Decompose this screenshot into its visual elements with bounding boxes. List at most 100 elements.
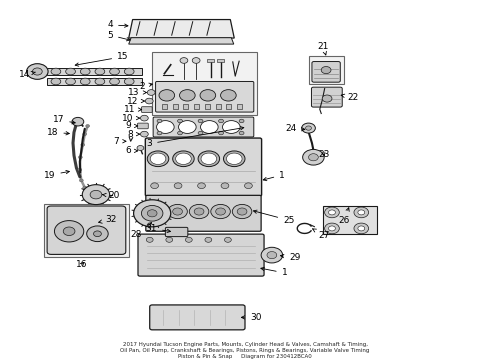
Circle shape bbox=[78, 156, 82, 159]
FancyBboxPatch shape bbox=[146, 138, 262, 196]
Text: 21: 21 bbox=[318, 42, 329, 55]
Text: 3: 3 bbox=[147, 127, 244, 148]
Circle shape bbox=[261, 247, 283, 263]
Circle shape bbox=[221, 183, 229, 189]
Circle shape bbox=[179, 90, 195, 101]
Text: 26: 26 bbox=[339, 208, 350, 225]
Text: 25: 25 bbox=[253, 210, 294, 225]
Circle shape bbox=[157, 121, 174, 134]
FancyBboxPatch shape bbox=[142, 107, 152, 112]
Circle shape bbox=[157, 131, 162, 135]
Text: 4: 4 bbox=[107, 21, 128, 30]
Circle shape bbox=[197, 183, 205, 189]
Bar bbox=[152, 52, 257, 114]
Text: 22: 22 bbox=[341, 93, 359, 102]
FancyBboxPatch shape bbox=[165, 228, 188, 237]
Circle shape bbox=[198, 151, 220, 167]
FancyBboxPatch shape bbox=[156, 81, 254, 112]
Circle shape bbox=[26, 64, 48, 79]
Text: 2: 2 bbox=[139, 82, 152, 91]
Circle shape bbox=[90, 190, 102, 199]
Circle shape bbox=[192, 58, 200, 63]
Bar bbox=[47, 68, 143, 75]
Circle shape bbox=[82, 185, 110, 204]
Text: 10: 10 bbox=[122, 114, 140, 123]
Circle shape bbox=[83, 133, 87, 136]
Circle shape bbox=[220, 90, 236, 101]
Circle shape bbox=[168, 204, 187, 219]
Text: 7: 7 bbox=[114, 137, 126, 146]
Circle shape bbox=[180, 58, 188, 63]
Text: 19: 19 bbox=[44, 170, 70, 180]
Circle shape bbox=[306, 126, 312, 130]
Ellipse shape bbox=[110, 68, 120, 75]
Circle shape bbox=[151, 183, 159, 189]
Circle shape bbox=[146, 98, 153, 104]
FancyBboxPatch shape bbox=[150, 305, 245, 330]
Text: 11: 11 bbox=[123, 105, 142, 114]
Circle shape bbox=[198, 131, 203, 135]
FancyBboxPatch shape bbox=[138, 123, 148, 129]
Bar bbox=[172, 104, 177, 109]
Circle shape bbox=[303, 149, 324, 165]
FancyBboxPatch shape bbox=[146, 195, 261, 231]
Circle shape bbox=[219, 131, 223, 135]
Bar bbox=[194, 104, 199, 109]
Ellipse shape bbox=[66, 78, 75, 85]
Circle shape bbox=[72, 117, 84, 126]
Circle shape bbox=[201, 153, 217, 165]
Bar bbox=[216, 104, 220, 109]
Bar bbox=[226, 104, 231, 109]
Circle shape bbox=[87, 226, 108, 242]
Circle shape bbox=[200, 121, 218, 134]
Circle shape bbox=[177, 131, 182, 135]
Circle shape bbox=[226, 153, 242, 165]
Circle shape bbox=[147, 90, 155, 95]
Text: 30: 30 bbox=[242, 313, 261, 322]
Circle shape bbox=[63, 227, 75, 235]
Circle shape bbox=[329, 226, 335, 231]
Text: 24: 24 bbox=[285, 124, 305, 133]
Circle shape bbox=[174, 183, 182, 189]
Circle shape bbox=[239, 119, 244, 123]
Circle shape bbox=[198, 119, 203, 123]
Text: 6: 6 bbox=[125, 147, 138, 156]
Circle shape bbox=[32, 68, 42, 75]
Circle shape bbox=[88, 191, 92, 194]
Circle shape bbox=[78, 168, 82, 171]
Circle shape bbox=[178, 121, 196, 134]
Text: 15: 15 bbox=[75, 52, 128, 66]
Text: 23: 23 bbox=[318, 150, 330, 159]
Circle shape bbox=[134, 200, 171, 227]
Circle shape bbox=[245, 183, 252, 189]
Circle shape bbox=[150, 153, 166, 165]
Circle shape bbox=[267, 252, 277, 259]
Circle shape bbox=[172, 208, 182, 215]
Circle shape bbox=[200, 90, 216, 101]
Text: 17: 17 bbox=[53, 116, 75, 125]
Text: 1: 1 bbox=[261, 267, 288, 278]
Circle shape bbox=[147, 151, 169, 167]
Bar bbox=[323, 206, 377, 234]
Bar bbox=[217, 59, 224, 62]
Circle shape bbox=[222, 121, 240, 134]
Circle shape bbox=[321, 67, 331, 74]
Text: 9: 9 bbox=[125, 121, 138, 130]
Circle shape bbox=[354, 207, 368, 218]
Circle shape bbox=[151, 208, 161, 215]
Text: 27: 27 bbox=[313, 229, 330, 240]
Circle shape bbox=[83, 186, 87, 189]
Circle shape bbox=[211, 204, 230, 219]
Circle shape bbox=[302, 123, 316, 133]
FancyBboxPatch shape bbox=[312, 62, 340, 82]
Circle shape bbox=[325, 223, 339, 234]
Circle shape bbox=[159, 90, 174, 101]
Circle shape bbox=[137, 145, 144, 150]
Ellipse shape bbox=[124, 78, 134, 85]
FancyBboxPatch shape bbox=[153, 117, 254, 137]
Text: 5: 5 bbox=[107, 31, 130, 41]
Circle shape bbox=[189, 204, 209, 219]
Bar bbox=[237, 104, 242, 109]
Text: Piston & Pin & Snap     Diagram for 230412BCA0: Piston & Pin & Snap Diagram for 230412BC… bbox=[178, 354, 312, 359]
Text: 28: 28 bbox=[130, 223, 152, 239]
